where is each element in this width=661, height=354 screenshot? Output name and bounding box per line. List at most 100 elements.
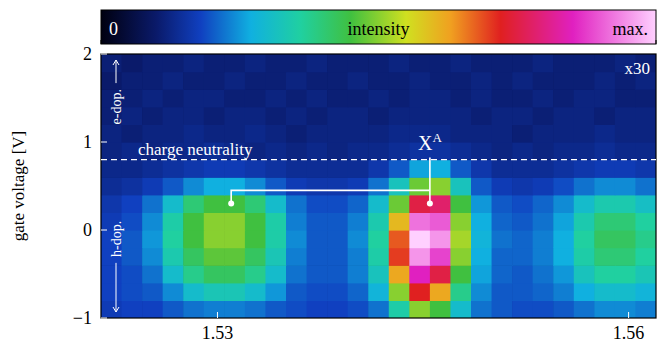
cell: [286, 107, 307, 125]
cell: [471, 212, 492, 230]
cell: [163, 212, 184, 230]
cell: [450, 195, 471, 213]
cell: [101, 124, 122, 142]
cell: [512, 177, 533, 195]
cell: [348, 72, 369, 90]
cell: [224, 283, 245, 301]
cell: [533, 124, 554, 142]
cell: [533, 177, 554, 195]
cell: [553, 265, 574, 283]
cell: [389, 212, 410, 230]
cell: [327, 283, 348, 301]
cell: [163, 160, 184, 178]
cell: [265, 124, 286, 142]
cell: [574, 160, 595, 178]
cell: [163, 177, 184, 195]
cell: [204, 107, 225, 125]
cell: [163, 265, 184, 283]
cell: [101, 72, 122, 90]
cell: [101, 54, 122, 72]
cell: [307, 300, 328, 318]
cell: [409, 212, 430, 230]
cell: [553, 195, 574, 213]
cell: [635, 124, 656, 142]
cell: [512, 142, 533, 160]
cell: [492, 107, 513, 125]
cell: [163, 248, 184, 266]
chart: 0max.intensity1.531.56210−1gate voltage …: [0, 0, 661, 354]
colorbar-label: intensity: [348, 19, 410, 39]
cell: [348, 160, 369, 178]
y-tick: [101, 230, 107, 231]
cell: [307, 195, 328, 213]
cell: [553, 160, 574, 178]
cell: [265, 142, 286, 160]
cell: [122, 283, 143, 301]
cell: [286, 54, 307, 72]
cell: [142, 248, 163, 266]
cell: [492, 230, 513, 248]
cell: [204, 230, 225, 248]
cell: [307, 124, 328, 142]
cell: [142, 212, 163, 230]
cell: [368, 124, 389, 142]
cell: [553, 142, 574, 160]
x-tick: [217, 312, 218, 318]
region-arrow: [113, 263, 119, 312]
cell: [101, 177, 122, 195]
cell: [615, 107, 636, 125]
cell: [615, 248, 636, 266]
cell: [286, 212, 307, 230]
cell: [389, 195, 410, 213]
cell: [245, 177, 266, 195]
cell: [553, 72, 574, 90]
cell: [635, 283, 656, 301]
reference-label: charge neutrality: [138, 140, 253, 159]
cell: [553, 283, 574, 301]
cell: [615, 283, 636, 301]
cell: [492, 265, 513, 283]
cell: [224, 177, 245, 195]
colorbar-tick: [101, 40, 102, 44]
cell: [327, 54, 348, 72]
cell: [594, 212, 615, 230]
cell: [265, 300, 286, 318]
cell: [615, 212, 636, 230]
cell: [122, 300, 143, 318]
cell: [615, 195, 636, 213]
cell: [430, 195, 451, 213]
cell: [471, 89, 492, 107]
cell: [122, 107, 143, 125]
cell: [286, 72, 307, 90]
peak-marker: [228, 201, 234, 207]
cell: [204, 212, 225, 230]
cell: [450, 265, 471, 283]
cell: [368, 283, 389, 301]
y-tick: [101, 318, 107, 319]
cells: [101, 54, 656, 318]
cell: [533, 195, 554, 213]
cell: [224, 265, 245, 283]
cell: [307, 230, 328, 248]
cell: [615, 265, 636, 283]
cell: [409, 89, 430, 107]
cell: [574, 283, 595, 301]
cell: [204, 195, 225, 213]
cell: [512, 195, 533, 213]
cell: [204, 300, 225, 318]
cell: [327, 142, 348, 160]
cell: [183, 300, 204, 318]
cell: [101, 300, 122, 318]
cell: [348, 142, 369, 160]
cell: [409, 177, 430, 195]
cell: [307, 177, 328, 195]
cell: [142, 89, 163, 107]
cell: [430, 230, 451, 248]
cell: [635, 248, 656, 266]
cell: [265, 54, 286, 72]
cell: [430, 89, 451, 107]
cell: [327, 160, 348, 178]
cell: [368, 195, 389, 213]
cell: [224, 300, 245, 318]
cell: [368, 177, 389, 195]
